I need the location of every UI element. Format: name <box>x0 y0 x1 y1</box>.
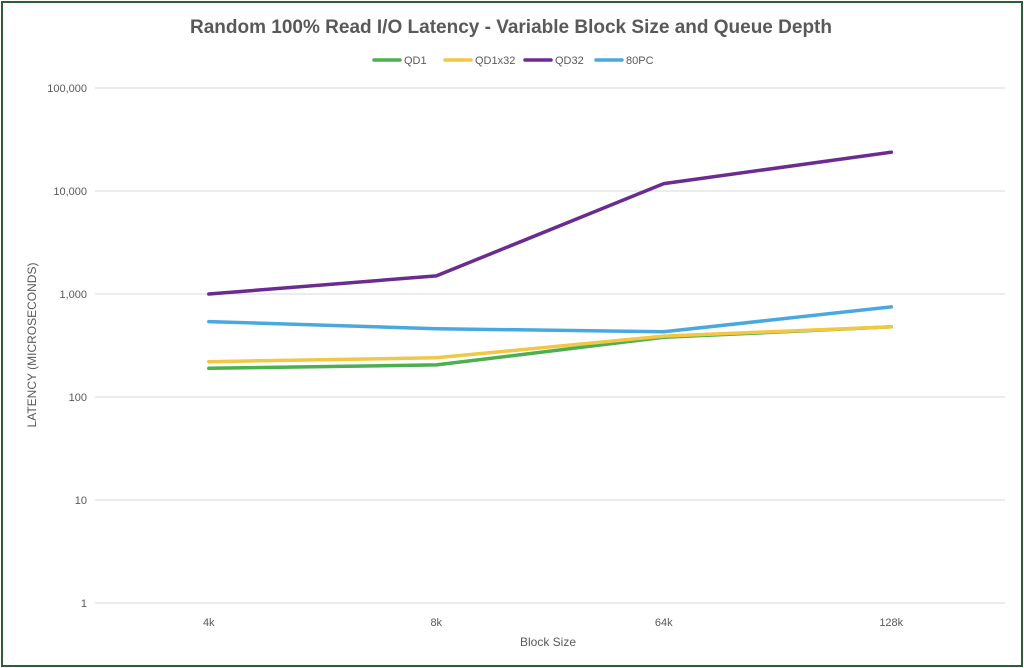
y-axis-label: LATENCY (MICROSECONDS) <box>25 263 39 428</box>
legend-label: QD1x32 <box>475 55 515 67</box>
y-tick-label: 1 <box>81 598 87 610</box>
series-line-80pc <box>207 305 894 334</box>
series-line-qd1x32 <box>207 325 894 364</box>
x-tick-label: 4k <box>203 617 215 629</box>
legend-label: 80PC <box>626 55 654 67</box>
legend-label: QD32 <box>555 55 584 67</box>
legend-item-qd32: QD32 <box>523 55 584 67</box>
x-axis-label: Block Size <box>520 635 576 649</box>
y-tick-label: 100,000 <box>47 83 87 95</box>
legend-item-qd1x32: QD1x32 <box>443 55 515 67</box>
y-tick-label: 10 <box>75 495 87 507</box>
x-tick-label: 8k <box>430 617 442 629</box>
series-lines <box>207 150 894 371</box>
x-axis-ticks: 4k 8k 64k 128k <box>203 617 904 629</box>
y-tick-label: 10,000 <box>53 186 87 198</box>
x-tick-label: 128k <box>879 617 903 629</box>
y-axis-ticks: 1 10 100 1,000 10,000 100,000 <box>47 83 87 610</box>
legend-item-qd1: QD1 <box>372 55 427 67</box>
chart-title: Random 100% Read I/O Latency - Variable … <box>190 17 832 38</box>
gridlines <box>95 87 1005 604</box>
y-tick-label: 1,000 <box>59 289 87 301</box>
y-tick-label: 100 <box>69 392 87 404</box>
legend: QD1 QD1x32 QD32 80PC <box>372 55 654 67</box>
series-line-qd32 <box>207 150 894 296</box>
x-tick-label: 64k <box>655 617 673 629</box>
legend-label: QD1 <box>404 55 427 67</box>
legend-item-80pc: 80PC <box>594 55 654 67</box>
